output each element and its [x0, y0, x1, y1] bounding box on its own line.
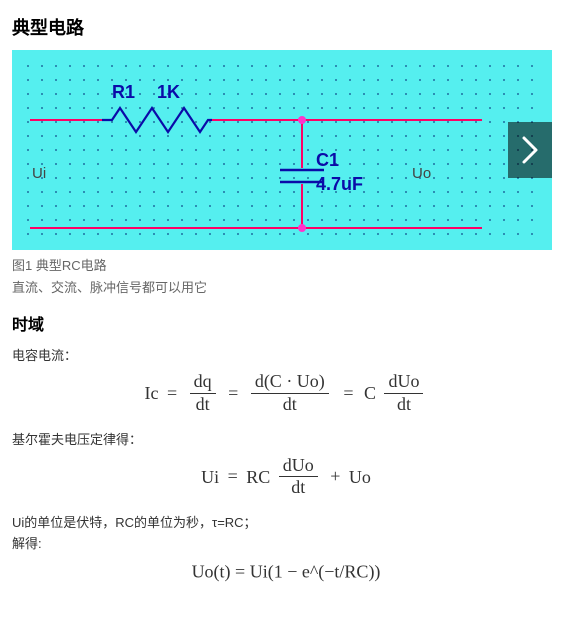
circuit-diagram: R1 1K C1 4.7uF Ui Uo: [12, 50, 552, 250]
r1-value: 1K: [157, 82, 180, 102]
section-heading: 典型电路: [12, 14, 560, 40]
figure-caption-line2: 直流、交流、脉冲信号都可以用它: [12, 278, 560, 298]
formula-ic: Ic = dq dt = d(C · Uo) dt = C dUo dt: [12, 372, 560, 415]
uo-terminal-label: Uo: [412, 165, 431, 182]
kvl-intro: 基尔霍夫电压定律得：: [12, 429, 560, 448]
formula-ui: Ui = RC dUo dt + Uo: [12, 456, 560, 499]
c1-label: C1: [316, 150, 339, 170]
circuit-svg: R1 1K C1 4.7uF Ui Uo: [12, 50, 552, 250]
r1-label: R1: [112, 82, 135, 102]
subsection-heading: 时域: [12, 311, 560, 335]
figure-caption-line1: 图1 典型RC电路: [12, 256, 560, 276]
c1-value: 4.7uF: [316, 174, 363, 194]
ui-terminal-label: Ui: [32, 165, 46, 182]
solve-note: 解得:: [12, 533, 560, 552]
chevron-right-icon: [519, 135, 541, 165]
cap-current-intro: 电容电流：: [12, 345, 560, 364]
units-note: Ui的单位是伏特，RC的单位为秒，τ=RC；: [12, 512, 560, 531]
formula-uo: Uo(t) = Ui(1 − e^(−t/RC)): [12, 560, 560, 582]
next-image-button[interactable]: [508, 122, 552, 178]
